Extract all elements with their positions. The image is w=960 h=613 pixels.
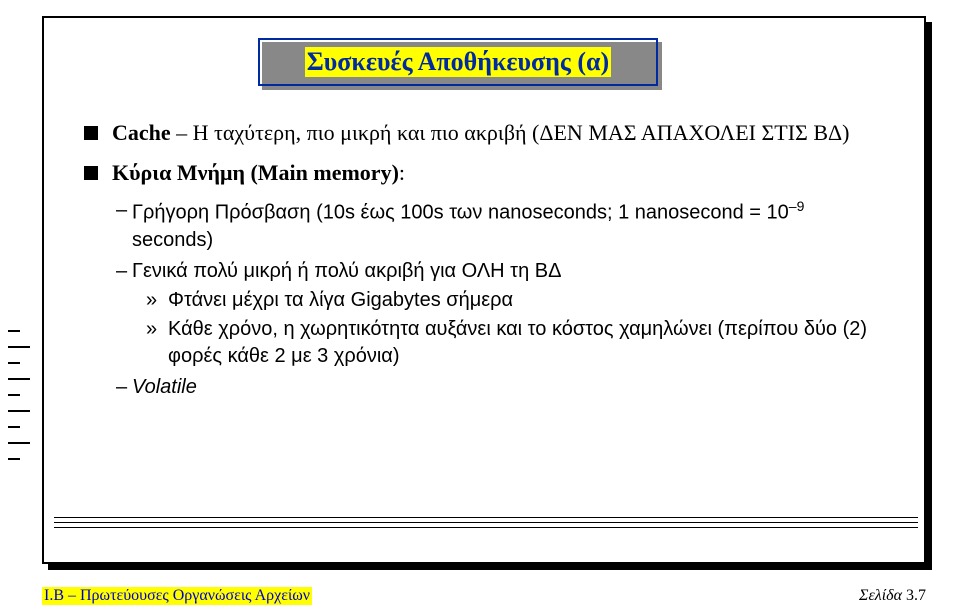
title-box: Συσκευές Αποθήκευσης (α) [258, 38, 658, 86]
bullet-2: Κύρια Μνήμη (Main memory): [84, 158, 884, 188]
dash-icon: – [116, 197, 132, 254]
footer-page-number: 3.7 [906, 587, 926, 604]
ss1-text: Φτάνει μέχρι τα λίγα Gigabytes σήμερα [168, 287, 513, 314]
bullet-1-text: – Η ταχύτερη, πιο μικρή και πιο ακριβή (… [171, 120, 850, 145]
subsub-bullet-1: » Φτάνει μέχρι τα λίγα Gigabytes σήμερα [146, 287, 884, 314]
dash-icon: – [116, 374, 132, 401]
dash-icon: – [116, 258, 132, 285]
footer-left: I.B – Πρωτεύουσες Οργανώσεις Αρχείων [42, 587, 312, 605]
footer: I.B – Πρωτεύουσες Οργανώσεις Αρχείων Σελ… [42, 587, 926, 605]
raquo-icon: » [146, 287, 168, 314]
sub2-text: Γενικά πολύ μικρή ή πολύ ακριβή για ΟΛΗ … [132, 258, 561, 285]
bullet-square-icon [84, 166, 98, 180]
sub-bullet-2: – Γενικά πολύ μικρή ή πολύ ακριβή για ΟΛ… [116, 258, 884, 285]
bullet-1-term: Cache [112, 120, 171, 145]
bullet-2-suffix: : [399, 160, 405, 185]
sub-bullet-1: – Γρήγορη Πρόσβαση (10s έως 100s των nan… [116, 197, 884, 254]
slide-title: Συσκευές Αποθήκευσης (α) [305, 47, 611, 77]
slide-frame: Συσκευές Αποθήκευσης (α) Cache – Η ταχύτ… [42, 16, 926, 564]
sub1-text-b: seconds) [132, 229, 213, 251]
sub1-exp: –9 [789, 198, 805, 214]
content-area: Cache – Η ταχύτερη, πιο μικρή και πιο ακ… [84, 118, 884, 403]
ruler-ticks [0, 0, 40, 613]
sub-bullet-3: – Volatile [116, 374, 884, 401]
bullet-square-icon [84, 126, 98, 140]
sub3-text: Volatile [132, 374, 197, 401]
footer-page-label: Σελίδα [859, 587, 906, 604]
sub1-text-a: Γρήγορη Πρόσβαση (10s έως 100s των nanos… [132, 202, 789, 224]
footer-right: Σελίδα 3.7 [859, 587, 926, 605]
bullet-2-term: Κύρια Μνήμη (Main memory) [112, 160, 399, 185]
subsub-bullet-2: » Κάθε χρόνο, η χωρητικότητα αυξάνει και… [146, 316, 884, 370]
bottom-rules [54, 517, 918, 532]
ss2-text: Κάθε χρόνο, η χωρητικότητα αυξάνει και τ… [168, 316, 884, 370]
raquo-icon: » [146, 316, 168, 370]
bullet-1: Cache – Η ταχύτερη, πιο μικρή και πιο ακ… [84, 118, 884, 148]
